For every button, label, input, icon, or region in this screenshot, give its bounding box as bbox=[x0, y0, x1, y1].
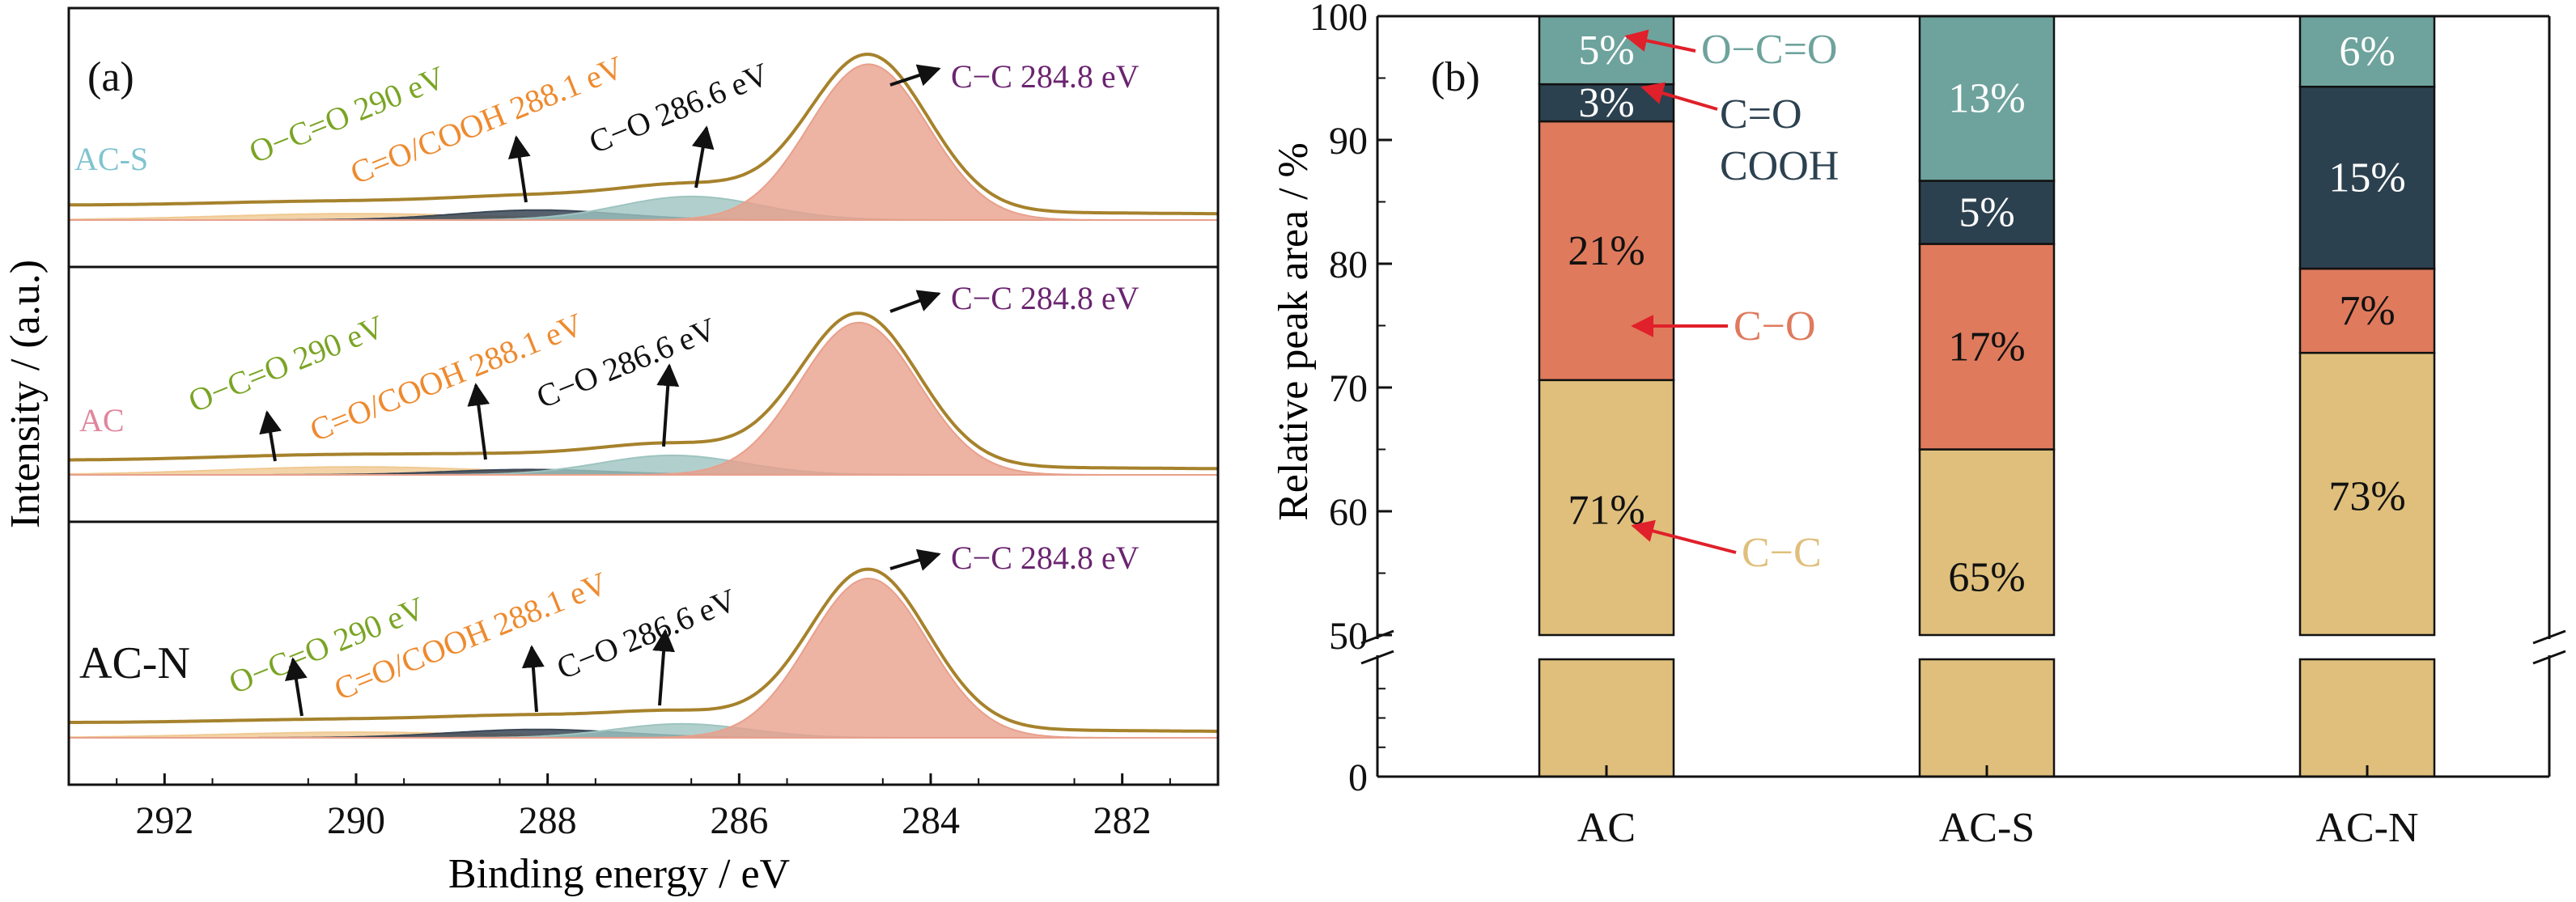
peak-c-c-ac-s bbox=[69, 63, 1218, 221]
bar-segment-c-c-lower-ac bbox=[1538, 658, 1675, 778]
x-axis-label-a: Binding energy / eV bbox=[448, 851, 790, 897]
arrow-co-ac-n bbox=[652, 629, 676, 706]
axis-break-mark-left bbox=[1360, 650, 1394, 665]
legend-label-co-single: C−O bbox=[1734, 303, 1816, 349]
bar-segment-o-c-o-ac-n bbox=[2298, 15, 2436, 88]
category-label-ac-n: AC-N bbox=[2315, 805, 2418, 851]
arrow-ocoo-ac bbox=[259, 410, 282, 462]
bar-segment-c-c-ac-s bbox=[1918, 448, 2056, 637]
arrow-cooh-ac bbox=[467, 383, 490, 460]
envelope-curve-ac bbox=[69, 311, 1218, 471]
bar-segment-c-o-ac-s bbox=[1918, 243, 2056, 451]
y-tick-label: 50 bbox=[1329, 615, 1368, 658]
bar-label-c-o-ac-s: 17% bbox=[1948, 324, 2025, 371]
subpanel-ac-s bbox=[68, 53, 1219, 221]
bar-segment-c-c-lower-ac-n bbox=[2298, 658, 2436, 778]
annotations-ac-n: C−C 284.8 eV C−O 286.6 eV C=O/COOH 288.1… bbox=[224, 540, 1139, 717]
axis-break-mark-left bbox=[1360, 629, 1394, 645]
annotation-cooh-ac-s: C=O/COOH 288.1 eV bbox=[346, 49, 629, 191]
x-tick-label: 292 bbox=[135, 799, 193, 842]
x-tick-label: 286 bbox=[710, 799, 768, 842]
legend-label-ocoo: O−C=O bbox=[1701, 27, 1837, 73]
legend-arrow-cc bbox=[1631, 519, 1737, 554]
envelope-curve-ac-n bbox=[69, 567, 1218, 733]
x-axis-ticks: 292 290 288 286 284 282 bbox=[116, 773, 1171, 842]
bar-label-o-c-o-ac: 5% bbox=[1578, 28, 1634, 74]
annotations-ac-s: C−C 284.8 eV C−O 286.6 eV C=O/COOH 288.1… bbox=[244, 49, 1139, 203]
y-tick-label: 0 bbox=[1348, 756, 1368, 799]
category-ticks: AC AC-S AC-N bbox=[1577, 765, 2419, 851]
arrow-co-ac bbox=[656, 363, 680, 447]
bar-segment-c-c-ac bbox=[1538, 379, 1675, 637]
plot-frame-a bbox=[67, 6, 1220, 786]
arrow-cooh-ac-n bbox=[521, 645, 545, 713]
y-axis-label-b: Relative peak area / % bbox=[1271, 142, 1317, 521]
x-tick-label: 290 bbox=[327, 799, 385, 842]
panel-a-frame bbox=[67, 6, 1220, 786]
category-label-ac-s: AC-S bbox=[1939, 805, 2035, 851]
x-tick-label: 282 bbox=[1093, 799, 1152, 842]
peak-c-c-ac-n bbox=[69, 578, 1218, 739]
y-tick-label: 90 bbox=[1329, 120, 1368, 163]
panel-a-label: (a) bbox=[87, 54, 134, 100]
legend-annotations: O−C=O C=O COOH C−O C−C bbox=[1624, 27, 1839, 576]
subpanel-ac bbox=[68, 311, 1218, 476]
legend-label-cc: C−C bbox=[1742, 530, 1822, 576]
bar-panel: 71%21%3%5%65%17%5%13%73%7%15%6% 05060708… bbox=[1271, 0, 2566, 851]
bar-segment-c-c-ac-n bbox=[2298, 351, 2436, 637]
bar-percentage-labels: 71%21%3%5%65%17%5%13%73%7%15%6% bbox=[1568, 28, 2405, 600]
arrow-cc-ac-n bbox=[889, 548, 941, 571]
legend-arrow-ocoo bbox=[1624, 29, 1696, 53]
axis-break-mark-right bbox=[2532, 650, 2566, 665]
bar-label-c-c-ac-n: 73% bbox=[2328, 474, 2405, 520]
y-tick-label: 100 bbox=[1309, 0, 1368, 39]
bar-label-c-o-cooh-ac: 3% bbox=[1578, 80, 1634, 126]
x-tick-label: 284 bbox=[902, 799, 960, 842]
annotations-ac: C−C 284.8 eV C−O 286.6 eV C=O/COOH 288.1… bbox=[184, 280, 1139, 462]
bar-label-o-c-o-ac-s: 13% bbox=[1948, 76, 2025, 122]
arrow-cc-ac-s bbox=[889, 64, 941, 87]
sample-label-ac-n: AC-N bbox=[79, 638, 190, 688]
axis-break-mark-right bbox=[2532, 629, 2566, 645]
peak-c-c-ac bbox=[69, 321, 1218, 476]
panel-b-frame bbox=[1360, 15, 2566, 778]
annotation-cc-ac-n: C−C 284.8 eV bbox=[951, 540, 1139, 576]
y-axis-ticks: 0 50 60 70 80 90 100 bbox=[1309, 0, 1392, 799]
bar-label-c-o-cooh-ac-n: 15% bbox=[2328, 155, 2405, 201]
arrow-co-ac-s bbox=[691, 125, 715, 188]
legend-arrow-co-double bbox=[1640, 82, 1718, 111]
arrow-cooh-ac-s bbox=[507, 135, 531, 203]
legend-label-cooh: COOH bbox=[1720, 143, 1839, 189]
panel-b-label: (b) bbox=[1431, 54, 1480, 100]
sample-label-ac-s: AC-S bbox=[74, 141, 148, 177]
y-axis-label-a: Intensity / (a.u.) bbox=[2, 260, 49, 528]
envelope-curve-ac-s bbox=[69, 53, 1219, 216]
bar-segment-o-c-o-ac-s bbox=[1918, 15, 2056, 182]
bar-label-c-o-cooh-ac-s: 5% bbox=[1959, 190, 2014, 236]
y-tick-label: 80 bbox=[1329, 243, 1368, 286]
category-label-ac: AC bbox=[1577, 805, 1636, 851]
annotation-cc-ac-s: C−C 284.8 eV bbox=[951, 58, 1139, 95]
bar-segment-c-o-ac-n bbox=[2298, 267, 2436, 354]
sample-label-ac: AC bbox=[79, 402, 125, 438]
y-tick-label: 60 bbox=[1329, 491, 1368, 534]
annotation-cc-ac: C−C 284.8 eV bbox=[951, 280, 1139, 316]
bar-label-c-o-ac: 21% bbox=[1568, 228, 1644, 274]
bar-label-o-c-o-ac-n: 6% bbox=[2339, 29, 2395, 75]
legend-label-co-double: C=O bbox=[1720, 91, 1802, 138]
arrow-cc-ac bbox=[889, 290, 941, 313]
bar-label-c-c-ac-s: 65% bbox=[1948, 554, 2025, 600]
bar-label-c-o-ac-n: 7% bbox=[2339, 288, 2395, 334]
bar-segment-c-c-lower-ac-s bbox=[1918, 658, 2056, 778]
y-tick-label: 70 bbox=[1329, 367, 1368, 410]
stacked-bars bbox=[1538, 15, 2436, 778]
xps-panel: (a) AC-S AC AC-N C−C 284.8 eV C−O 286.6 … bbox=[2, 6, 1220, 897]
x-tick-label: 288 bbox=[519, 799, 577, 842]
arrow-ocoo-ac-n bbox=[285, 657, 308, 717]
subpanel-ac-n bbox=[68, 567, 1218, 739]
